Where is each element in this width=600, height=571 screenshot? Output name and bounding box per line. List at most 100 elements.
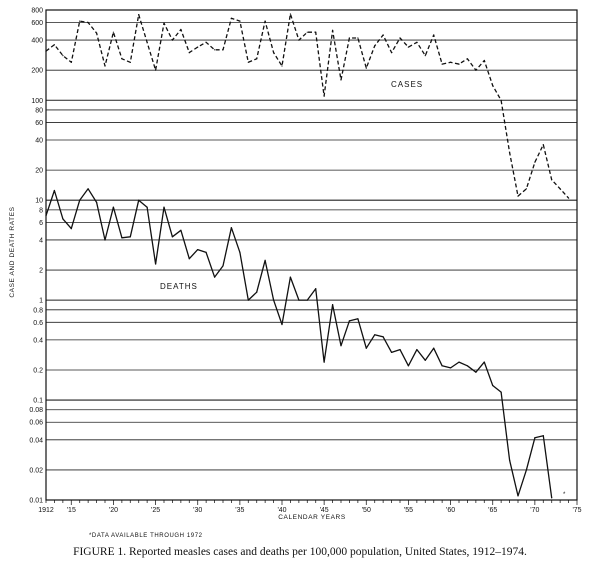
deaths-data-point <box>112 206 114 208</box>
deaths-data-point <box>509 459 511 461</box>
deaths-data-point <box>281 323 283 326</box>
deaths-data-point <box>273 299 275 301</box>
y-tick-label: 4 <box>39 237 43 244</box>
cases-data-point <box>466 58 468 60</box>
deaths-data-point <box>407 365 409 367</box>
y-tick-label: 10 <box>35 198 43 205</box>
deaths-data-point <box>163 206 165 208</box>
y-tick-label: 8 <box>39 207 43 214</box>
cases-data-point <box>96 32 98 34</box>
y-tick-label: 0.02 <box>29 467 43 474</box>
cases-data-point <box>214 49 216 51</box>
y-tick-label: 0.6 <box>33 320 43 327</box>
y-tick-label: 40 <box>35 138 43 145</box>
cases-data-point <box>525 188 528 190</box>
y-tick-label: 400 <box>31 38 43 45</box>
cases-data-point <box>340 79 342 81</box>
cases-data-point <box>374 45 376 47</box>
cases-data-point <box>70 61 72 63</box>
cases-data-point <box>163 22 165 24</box>
deaths-data-point <box>171 236 173 238</box>
cases-data-point <box>500 99 502 101</box>
y-tick-label: 0.04 <box>29 437 43 444</box>
deaths-data-point <box>424 359 426 361</box>
deaths-data-point <box>475 371 477 373</box>
cases-data-point <box>87 21 89 24</box>
deaths-data-point <box>441 365 443 367</box>
cases-data-point <box>281 65 283 67</box>
deaths-data-point <box>542 435 544 437</box>
cases-data-point <box>79 20 81 22</box>
deaths-data-point <box>525 469 528 471</box>
y-tick-label: 6 <box>39 220 43 227</box>
deaths-data-point <box>483 361 485 363</box>
cases-data-point <box>247 61 249 63</box>
cases-data-point <box>230 17 232 19</box>
x-tick-label: 1912 <box>38 507 54 514</box>
y-axis-ticks: 0.01 0.02 0.04 0.06 0.08 0.1 0.2 0.4 0.6 0.8 1 2 4 6 8… <box>29 8 43 505</box>
y-tick-label: 60 <box>35 120 43 127</box>
deaths-series-line <box>45 188 553 498</box>
y-tick-label: 0.1 <box>33 398 43 405</box>
x-tick-label: '20 <box>109 507 118 514</box>
deaths-data-point <box>70 228 72 230</box>
x-tick-label: '25 <box>151 507 160 514</box>
x-axis-ticks: 1912 '15 '20 '25 '30 '35 '40 '45 '50 '55 '60 '65 '70… <box>38 500 582 514</box>
cases-data-point <box>357 37 359 39</box>
x-axis-title: CALENDAR YEARS <box>278 514 346 521</box>
cases-data-point <box>53 44 56 46</box>
cases-data-point <box>441 63 443 65</box>
cases-data-point <box>239 20 241 22</box>
y-tick-label: 0.01 <box>29 498 43 505</box>
y-tick-label: 0.4 <box>33 337 43 344</box>
cases-data-point <box>416 41 418 43</box>
cases-data-point <box>205 41 207 43</box>
x-tick-label: '70 <box>530 507 539 514</box>
deaths-data-point <box>433 347 435 349</box>
deaths-data-point <box>517 495 519 497</box>
cases-data-point <box>517 195 519 197</box>
cases-data-point <box>542 144 544 146</box>
x-tick-label: '45 <box>320 507 329 514</box>
cases-series-label: CASES <box>391 80 423 89</box>
cases-data-point <box>171 39 173 41</box>
deaths-data-point <box>247 299 249 301</box>
deaths-data-point <box>365 347 367 349</box>
grid-lines <box>46 9 577 501</box>
cases-data-point <box>138 14 140 16</box>
y-tick-label: 600 <box>31 20 43 27</box>
cases-data-point <box>450 61 452 63</box>
cases-data-point <box>509 151 511 154</box>
deaths-data-point <box>222 265 224 267</box>
deaths-data-point <box>239 251 241 253</box>
deaths-data-point <box>348 320 350 322</box>
cases-data-point <box>298 39 300 41</box>
cases-data-point <box>112 31 114 33</box>
deaths-data-point <box>458 361 460 363</box>
deaths-data-point <box>79 199 81 201</box>
deaths-data-point <box>197 249 199 251</box>
cases-data-point <box>180 28 182 31</box>
y-tick-label: 0.08 <box>29 407 43 414</box>
cases-data-point <box>104 65 106 67</box>
y-axis-title: CASE AND DEATH RATES <box>9 206 16 297</box>
x-tick-label: '40 <box>277 507 286 514</box>
cases-data-point <box>121 58 123 60</box>
cases-data-point <box>399 37 401 39</box>
deaths-data-point <box>230 227 232 229</box>
cases-data-point <box>306 31 308 33</box>
x-tick-label: '65 <box>488 507 497 514</box>
plot-frame <box>45 9 578 501</box>
cases-data-point <box>45 50 47 52</box>
deaths-data-point <box>306 299 308 301</box>
data-availability-footnote: *DATA AVAILABLE THROUGH 1972 <box>89 533 203 539</box>
deaths-data-point <box>138 199 140 201</box>
deaths-data-point <box>62 218 64 220</box>
cases-data-point <box>365 67 367 69</box>
x-tick-label: '75 <box>572 507 581 514</box>
y-tick-label: 0.8 <box>33 307 43 314</box>
cases-data-point <box>475 69 477 71</box>
deaths-data-point <box>104 239 106 241</box>
cases-data-point <box>323 95 325 97</box>
